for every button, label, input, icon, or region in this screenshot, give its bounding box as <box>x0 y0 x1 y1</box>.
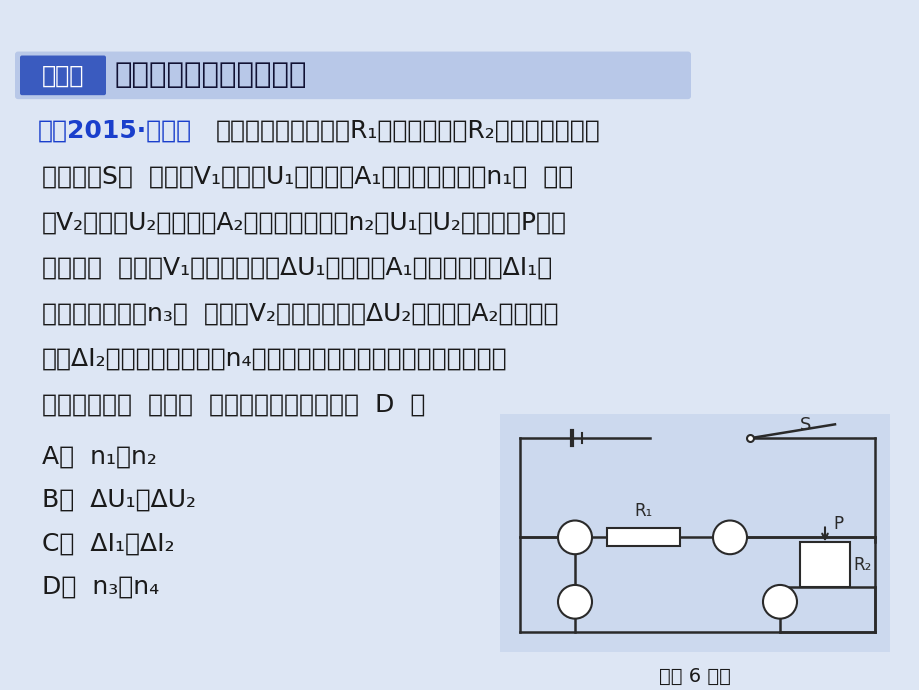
Bar <box>800 542 849 587</box>
Text: （第 6 题）: （第 6 题） <box>658 667 730 687</box>
Bar <box>499 415 889 652</box>
Text: A．  n₁＞n₂: A． n₁＞n₂ <box>42 444 157 468</box>
FancyBboxPatch shape <box>15 52 690 99</box>
Circle shape <box>558 585 591 619</box>
Text: R₁: R₁ <box>634 502 652 520</box>
Circle shape <box>712 520 746 554</box>
Text: 类型二: 类型二 <box>41 63 85 88</box>
Text: 闭合开关S，  电压表V₁的示数U₁与电流表A₁的示数的比值为n₁，  电压: 闭合开关S， 电压表V₁的示数U₁与电流表A₁的示数的比值为n₁， 电压 <box>42 165 573 188</box>
Text: 表V₂的示数U₂与电流表A₂的示数的比值为n₂且U₁＜U₂；当滑片P向左: 表V₂的示数U₂与电流表A₂的示数的比值为n₂且U₁＜U₂；当滑片P向左 <box>42 210 566 234</box>
Text: D．  n₃＝n₄: D． n₃＝n₄ <box>42 575 159 599</box>
Circle shape <box>762 585 796 619</box>
Text: B．  ΔU₁＜ΔU₂: B． ΔU₁＜ΔU₂ <box>42 488 196 512</box>
FancyBboxPatch shape <box>20 55 106 95</box>
Circle shape <box>558 520 591 554</box>
Text: 比值的绝对值为n₃，  电压表V₂示数的变化量ΔU₂和电流表A₂示数的变: 比值的绝对值为n₃， 电压表V₂示数的变化量ΔU₂和电流表A₂示数的变 <box>42 302 558 326</box>
Text: P: P <box>832 515 842 533</box>
Text: V₁: V₁ <box>566 595 583 610</box>
Text: 移动后，  电压表V₁示数的变化量ΔU₁和电流表A₁示数的变化量ΔI₁的: 移动后， 电压表V₁示数的变化量ΔU₁和电流表A₁示数的变化量ΔI₁的 <box>42 256 551 279</box>
Text: R₂: R₂ <box>852 555 870 573</box>
Text: 如图所示的电路中，R₁是定值电阻，R₂是滑动变阻器。: 如图所示的电路中，R₁是定值电阻，R₂是滑动变阻器。 <box>216 119 600 143</box>
Text: A₂: A₂ <box>721 531 737 546</box>
Text: 源电压恒定，  那么，  下列判断中正确的是（  D  ）: 源电压恒定， 那么， 下列判断中正确的是（ D ） <box>42 393 425 417</box>
Text: 滑动变阻器引起电路变化: 滑动变阻器引起电路变化 <box>115 61 307 89</box>
Text: S: S <box>800 416 811 435</box>
Text: C．  ΔI₁＜ΔI₂: C． ΔI₁＜ΔI₂ <box>42 531 175 555</box>
Text: 例〈2015·内江〉: 例〈2015·内江〉 <box>38 119 192 143</box>
Text: 化量ΔI₂的比值的绝对值为n₄。若不计电表的电阻对电路的影响且电: 化量ΔI₂的比值的绝对值为n₄。若不计电表的电阻对电路的影响且电 <box>42 347 507 371</box>
Bar <box>607 529 679 546</box>
Text: V₂: V₂ <box>771 595 788 610</box>
Text: A₁: A₁ <box>566 531 583 546</box>
